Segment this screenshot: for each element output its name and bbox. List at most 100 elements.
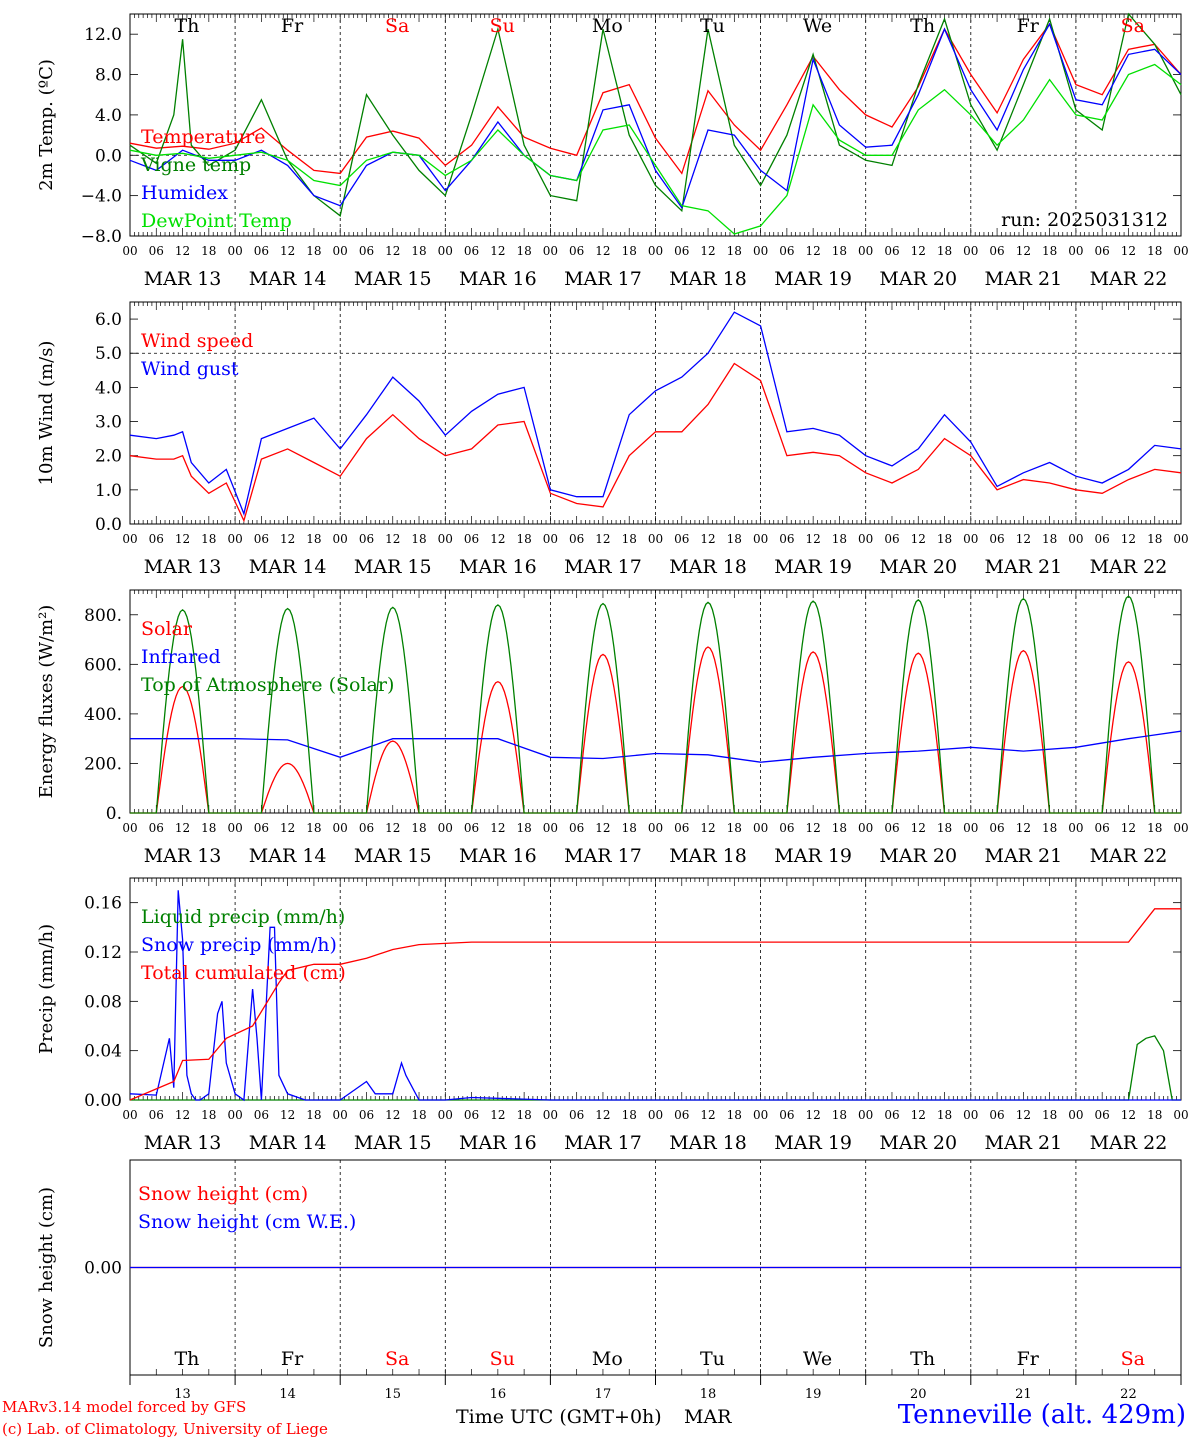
hour-tick-label: 18 bbox=[201, 532, 216, 546]
day-letter: Fr bbox=[1017, 1348, 1040, 1370]
legend-entry: Vigne temp bbox=[140, 154, 251, 176]
hour-tick-label: 00 bbox=[227, 821, 242, 835]
hour-tick-label: 00 bbox=[963, 244, 978, 258]
legend-entry: Total cumulated (cm) bbox=[141, 962, 346, 984]
hour-tick-label: 06 bbox=[149, 532, 164, 546]
y-tick-label: 400. bbox=[84, 705, 122, 725]
hour-tick-label: 12 bbox=[385, 532, 400, 546]
hour-tick-label: 12 bbox=[280, 244, 295, 258]
time-axis-label: Time UTC (GMT+0h) bbox=[456, 1406, 662, 1428]
hour-tick-label: 00 bbox=[753, 244, 768, 258]
hour-tick-label: 18 bbox=[622, 1108, 637, 1122]
series-temperature bbox=[129, 22, 1182, 175]
hour-tick-label: 06 bbox=[884, 532, 899, 546]
date-label: MAR 15 bbox=[354, 1132, 432, 1154]
date-label: MAR 21 bbox=[984, 268, 1062, 290]
hour-tick-label: 12 bbox=[280, 821, 295, 835]
date-label: MAR 16 bbox=[459, 268, 537, 290]
y-tick-label: 5.0 bbox=[95, 344, 122, 364]
hour-tick-label: 00 bbox=[333, 244, 348, 258]
hour-tick-label: 18 bbox=[622, 532, 637, 546]
legend-entry: Top of Atmosphere (Solar) bbox=[141, 674, 394, 696]
panel-frame bbox=[129, 589, 1182, 814]
hour-tick-label: 00 bbox=[438, 1108, 453, 1122]
hour-tick-label: 06 bbox=[1095, 821, 1110, 835]
date-label: MAR 15 bbox=[354, 556, 432, 578]
hour-tick-label: 12 bbox=[385, 821, 400, 835]
lab-credit: (c) Lab. of Climatology, University of L… bbox=[2, 1420, 328, 1438]
hour-tick-label: 00 bbox=[963, 532, 978, 546]
series-wind-speed bbox=[129, 362, 1182, 523]
day-letter: Sa bbox=[385, 15, 409, 37]
hour-tick-label: 00 bbox=[333, 532, 348, 546]
hour-tick-label: 06 bbox=[1095, 244, 1110, 258]
hour-tick-label: 06 bbox=[254, 244, 269, 258]
hour-tick-label: 06 bbox=[569, 532, 584, 546]
hour-tick-label: 18 bbox=[727, 244, 742, 258]
y-tick-label: 4.0 bbox=[95, 378, 122, 398]
hour-tick-label: 00 bbox=[858, 532, 873, 546]
hour-tick-label: 06 bbox=[884, 244, 899, 258]
hour-tick-label: 06 bbox=[464, 821, 479, 835]
date-label: MAR 16 bbox=[459, 556, 537, 578]
series-vigne-temp bbox=[129, 12, 1182, 217]
y-tick-label: 200. bbox=[84, 754, 122, 774]
hour-tick-label: 12 bbox=[806, 244, 821, 258]
day-letter: Th bbox=[174, 15, 199, 37]
day-letter: Tu bbox=[700, 1348, 725, 1370]
legend-entry: DewPoint Temp bbox=[141, 210, 292, 232]
hour-tick-label: 18 bbox=[516, 821, 531, 835]
hour-tick-label: 18 bbox=[411, 244, 426, 258]
hour-tick-label: 06 bbox=[254, 532, 269, 546]
hour-tick-label: 18 bbox=[306, 821, 321, 835]
hour-tick-label: 18 bbox=[622, 244, 637, 258]
hour-tick-label: 00 bbox=[1068, 821, 1083, 835]
hour-tick-label: 12 bbox=[175, 1108, 190, 1122]
hour-tick-label: 18 bbox=[1042, 1108, 1057, 1122]
hour-tick-label: 12 bbox=[175, 244, 190, 258]
y-tick-label: 0.00 bbox=[84, 1091, 122, 1111]
hour-tick-label: 06 bbox=[884, 821, 899, 835]
hour-tick-label: 06 bbox=[359, 1108, 374, 1122]
date-label: MAR 13 bbox=[144, 556, 222, 578]
hour-tick-label: 12 bbox=[700, 1108, 715, 1122]
hour-tick-label: 18 bbox=[727, 532, 742, 546]
hour-tick-label: 06 bbox=[254, 821, 269, 835]
y-axis-label: Energy fluxes (W/m²) bbox=[36, 605, 57, 799]
hour-tick-label: 18 bbox=[1042, 532, 1057, 546]
day-number: 20 bbox=[910, 1387, 927, 1402]
hour-tick-label: 12 bbox=[700, 244, 715, 258]
y-tick-label: 0.04 bbox=[84, 1042, 122, 1062]
day-number: 21 bbox=[1015, 1387, 1032, 1402]
hour-tick-label: 06 bbox=[569, 821, 584, 835]
hour-tick-label: 00 bbox=[858, 1108, 873, 1122]
hour-tick-label: 06 bbox=[464, 532, 479, 546]
date-label: MAR 22 bbox=[1090, 268, 1168, 290]
hour-tick-label: 00 bbox=[122, 1108, 137, 1122]
y-axis-label: Snow height (cm) bbox=[36, 1187, 57, 1348]
hour-tick-label: 12 bbox=[911, 532, 926, 546]
run-label: run: 2025031312 bbox=[1001, 209, 1168, 231]
hour-tick-label: 12 bbox=[1016, 1108, 1031, 1122]
hour-tick-label: 06 bbox=[989, 1108, 1004, 1122]
y-tick-label: 0.08 bbox=[84, 992, 122, 1012]
legend-entry: Wind gust bbox=[141, 358, 239, 380]
hour-tick-label: 18 bbox=[832, 1108, 847, 1122]
day-letter: Sa bbox=[1121, 1348, 1145, 1370]
hour-tick-label: 18 bbox=[1147, 532, 1162, 546]
date-label: MAR 19 bbox=[774, 1132, 852, 1154]
hour-tick-label: 00 bbox=[1068, 1108, 1083, 1122]
y-tick-label: 3.0 bbox=[95, 413, 122, 433]
hour-tick-label: 06 bbox=[254, 1108, 269, 1122]
date-label: MAR 17 bbox=[564, 556, 642, 578]
day-letter: Mo bbox=[592, 1348, 623, 1370]
panel-4: 0.00 0.04 0.08 0.12 0.16 Precip (mm/h) 00 06 12 1… bbox=[36, 877, 1189, 1154]
day-number: 22 bbox=[1120, 1387, 1137, 1402]
hour-tick-label: 00 bbox=[227, 532, 242, 546]
day-letter: We bbox=[803, 15, 832, 37]
hour-tick-label: 12 bbox=[595, 244, 610, 258]
hour-tick-label: 18 bbox=[411, 821, 426, 835]
day-letter: Tu bbox=[700, 15, 725, 37]
day-letter: Fr bbox=[281, 15, 304, 37]
